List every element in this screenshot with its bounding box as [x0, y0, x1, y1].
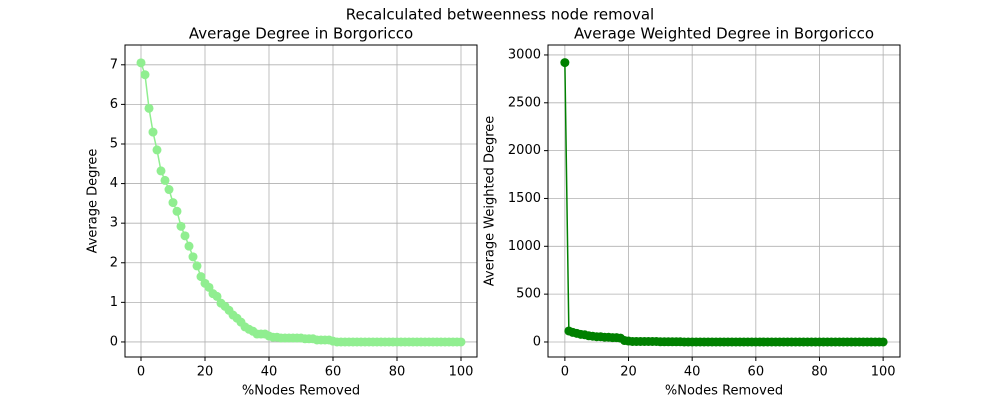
- point: [456, 337, 466, 347]
- y-tick-label: 3: [110, 216, 118, 231]
- y-axis-label: Average Degree: [86, 149, 101, 254]
- point: [560, 58, 570, 68]
- x-tick-label: 0: [137, 365, 145, 380]
- point: [140, 70, 150, 80]
- y-tick-label: 1: [110, 295, 118, 310]
- point: [136, 58, 146, 68]
- y-tick-label: 6: [110, 97, 118, 112]
- y-tick-label: 5: [110, 136, 118, 151]
- y-tick-label: 4: [110, 176, 118, 191]
- point: [172, 206, 182, 216]
- point: [212, 291, 222, 301]
- y-tick-label: 2: [110, 255, 118, 270]
- y-tick-label: 1000: [508, 239, 541, 254]
- series-line: [564, 62, 884, 343]
- point: [196, 272, 206, 282]
- y-tick-label: 500: [516, 287, 541, 302]
- x-tick-label: 0: [561, 365, 569, 380]
- x-tick-label: 100: [449, 365, 474, 380]
- y-tick-label: 0: [533, 334, 541, 349]
- x-tick-label: 80: [811, 365, 828, 380]
- x-axis-label: %Nodes Removed: [665, 384, 783, 399]
- y-tick-label: 2500: [508, 95, 541, 110]
- y-axis-label: Average Weighted Degree: [483, 116, 498, 287]
- point: [156, 166, 166, 176]
- y-tick-label: 0: [110, 334, 118, 349]
- x-tick-label: 40: [261, 365, 278, 380]
- x-tick-label: 100: [871, 365, 896, 380]
- y-tick-label: 7: [110, 57, 118, 72]
- y-tick-label: 2000: [508, 143, 541, 158]
- axes-frame: [124, 44, 478, 358]
- point: [168, 198, 178, 208]
- x-tick-label: 60: [325, 365, 342, 380]
- point: [176, 221, 186, 231]
- x-tick-label: 60: [748, 365, 765, 380]
- point: [184, 241, 194, 251]
- x-axis-label: %Nodes Removed: [242, 384, 360, 399]
- x-tick-label: 20: [197, 365, 214, 380]
- point: [180, 231, 190, 241]
- x-tick-label: 40: [684, 365, 701, 380]
- point: [160, 175, 170, 185]
- axes-title: Average Degree in Borgoricco: [189, 25, 413, 43]
- axes-title: Average Weighted Degree in Borgoricco: [574, 25, 874, 43]
- point: [152, 145, 162, 155]
- point: [192, 261, 202, 271]
- x-tick-label: 80: [389, 365, 406, 380]
- axes-frame: [547, 44, 901, 358]
- point: [144, 103, 154, 113]
- y-tick-label: 1500: [508, 191, 541, 206]
- point: [878, 337, 888, 347]
- y-tick-label: 3000: [508, 47, 541, 62]
- point: [148, 127, 158, 137]
- figure-title: Recalculated betweenness node removal: [346, 6, 654, 24]
- point: [188, 252, 198, 262]
- x-tick-label: 20: [620, 365, 637, 380]
- point: [164, 185, 174, 195]
